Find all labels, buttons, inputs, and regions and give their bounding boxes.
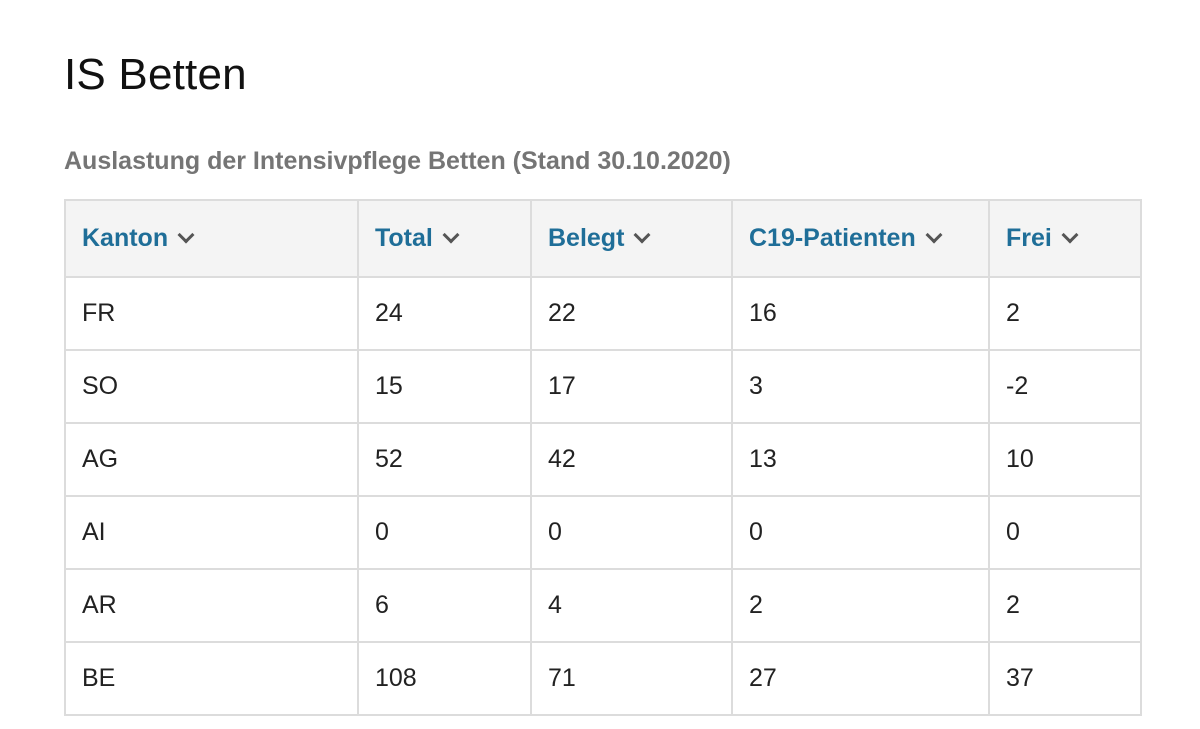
table-container: Kanton Total Belegt bbox=[64, 199, 1142, 716]
beds-table: Kanton Total Belegt bbox=[64, 199, 1142, 716]
cell-belegt: 4 bbox=[530, 568, 733, 643]
cell-kanton: BE bbox=[64, 641, 359, 716]
cell-kanton: FR bbox=[64, 276, 359, 351]
table-row: FR 24 22 16 2 bbox=[64, 276, 1142, 351]
column-header-c19-patienten[interactable]: C19-Patienten bbox=[731, 199, 990, 278]
column-header-frei[interactable]: Frei bbox=[988, 199, 1142, 278]
cell-frei: -2 bbox=[988, 349, 1142, 424]
cell-belegt: 71 bbox=[530, 641, 733, 716]
column-header-label: C19-Patienten bbox=[749, 224, 916, 252]
cell-kanton: AI bbox=[64, 495, 359, 570]
cell-total: 52 bbox=[357, 422, 532, 497]
cell-frei: 0 bbox=[988, 495, 1142, 570]
column-header-label: Total bbox=[375, 224, 433, 252]
cell-frei: 37 bbox=[988, 641, 1142, 716]
cell-c19-patienten: 2 bbox=[731, 568, 990, 643]
column-header-label: Kanton bbox=[82, 224, 169, 252]
chevron-down-icon[interactable] bbox=[925, 226, 943, 243]
cell-c19-patienten: 3 bbox=[731, 349, 990, 424]
cell-total: 108 bbox=[357, 641, 532, 716]
cell-belegt: 42 bbox=[530, 422, 733, 497]
column-header-total[interactable]: Total bbox=[357, 199, 532, 278]
column-header-label: Frei bbox=[1006, 224, 1052, 252]
column-header-label: Belegt bbox=[548, 224, 625, 252]
cell-belegt: 17 bbox=[530, 349, 733, 424]
table-body: FR 24 22 16 2 SO 15 17 3 -2 AG 52 42 bbox=[64, 276, 1142, 716]
chevron-down-icon[interactable] bbox=[177, 226, 195, 243]
table-row: AG 52 42 13 10 bbox=[64, 422, 1142, 497]
cell-total: 24 bbox=[357, 276, 532, 351]
table-row: AR 6 4 2 2 bbox=[64, 568, 1142, 643]
cell-belegt: 0 bbox=[530, 495, 733, 570]
cell-kanton: AR bbox=[64, 568, 359, 643]
page-title: IS Betten bbox=[64, 50, 247, 99]
cell-kanton: SO bbox=[64, 349, 359, 424]
chevron-down-icon[interactable] bbox=[633, 226, 651, 243]
cell-c19-patienten: 0 bbox=[731, 495, 990, 570]
chevron-down-icon[interactable] bbox=[442, 226, 460, 243]
chevron-down-icon[interactable] bbox=[1061, 226, 1079, 243]
cell-c19-patienten: 16 bbox=[731, 276, 990, 351]
cell-frei: 2 bbox=[988, 276, 1142, 351]
header-row: Kanton Total Belegt bbox=[64, 199, 1142, 278]
cell-total: 0 bbox=[357, 495, 532, 570]
table-caption: Auslastung der Intensivpflege Betten (St… bbox=[64, 147, 731, 175]
cell-belegt: 22 bbox=[530, 276, 733, 351]
table-header: Kanton Total Belegt bbox=[64, 199, 1142, 278]
cell-total: 15 bbox=[357, 349, 532, 424]
table-row: SO 15 17 3 -2 bbox=[64, 349, 1142, 424]
cell-total: 6 bbox=[357, 568, 532, 643]
table-row: BE 108 71 27 37 bbox=[64, 641, 1142, 716]
column-header-belegt[interactable]: Belegt bbox=[530, 199, 733, 278]
cell-frei: 2 bbox=[988, 568, 1142, 643]
column-header-kanton[interactable]: Kanton bbox=[64, 199, 359, 278]
cell-kanton: AG bbox=[64, 422, 359, 497]
table-row: AI 0 0 0 0 bbox=[64, 495, 1142, 570]
cell-frei: 10 bbox=[988, 422, 1142, 497]
cell-c19-patienten: 13 bbox=[731, 422, 990, 497]
cell-c19-patienten: 27 bbox=[731, 641, 990, 716]
